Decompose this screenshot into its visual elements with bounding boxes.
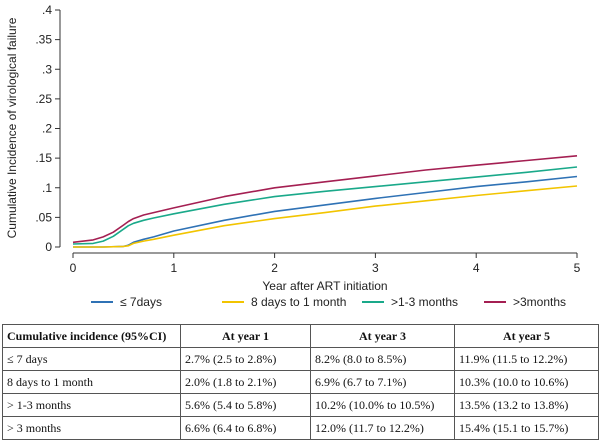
table-cell: 8.2% (8.0 to 8.5%) (310, 347, 455, 371)
legend-label: >1-3 months (391, 295, 458, 309)
table-cell: 2.0% (1.8 to 2.1%) (180, 370, 311, 394)
table-header: At year 3 (310, 324, 455, 348)
incidence-chart: 0 .05 .1 .15 .2 .25 .3 .35 .4 0 1 2 3 4 5 ≤ 7days 8 day… (5, 3, 581, 309)
table-cell: 2.7% (2.5 to 2.8%) (180, 347, 311, 371)
x-tick-label: 3 (372, 261, 379, 275)
series-line (73, 175, 578, 248)
table-cell: 13.5% (13.2 to 13.8%) (454, 393, 599, 417)
table-header-row: Cumulative incidence (95%CI) At year 1 A… (2, 324, 599, 348)
table-row: > 1-3 months 5.6% (5.4 to 5.8%) 10.2% (1… (2, 393, 599, 417)
x-tick-label: 1 (170, 261, 177, 275)
y-tick-label: .25 (35, 92, 52, 106)
x-tick-label: 5 (574, 261, 581, 275)
table-cell: 5.6% (5.4 to 5.8%) (180, 393, 311, 417)
legend-label: >3months (513, 295, 566, 309)
x-tick-label: 4 (473, 261, 480, 275)
y-tick-label: .05 (35, 210, 52, 224)
table-header: At year 5 (454, 324, 599, 348)
x-tick-label: 0 (70, 261, 77, 275)
table-cell: 8 days to 1 month (2, 370, 181, 394)
incidence-table: Cumulative incidence (95%CI) At year 1 A… (2, 324, 599, 440)
chart-series (72, 155, 578, 248)
series-line (73, 185, 578, 248)
y-tick-label: .2 (42, 122, 52, 136)
y-axis-title: Cumulative Incidence of virological fail… (5, 17, 19, 238)
table-cell: 6.6% (6.4 to 6.8%) (180, 416, 311, 440)
table-header: At year 1 (180, 324, 311, 348)
chart-axes: 0 .05 .1 .15 .2 .25 .3 .35 .4 0 1 2 3 4 5 (35, 3, 580, 275)
table-cell: ≤ 7 days (2, 347, 181, 371)
y-tick-label: .3 (42, 62, 52, 76)
series-line (72, 155, 578, 244)
x-tick-label: 2 (271, 261, 278, 275)
table-cell: 6.9% (6.7 to 7.1%) (310, 370, 455, 394)
chart-legend: ≤ 7days 8 days to 1 month >1-3 months >3mon… (91, 295, 566, 309)
y-tick-label: .4 (42, 3, 52, 17)
series-line (72, 166, 578, 245)
table-header: Cumulative incidence (95%CI) (2, 324, 181, 348)
table-cell: 10.2% (10.0% to 10.5%) (310, 393, 455, 417)
x-axis-title: Year after ART initiation (262, 279, 387, 293)
table-cell: > 3 months (2, 416, 181, 440)
legend-label: 8 days to 1 month (251, 295, 346, 309)
table-cell: 11.9% (11.5 to 12.2%) (454, 347, 599, 371)
table-cell: 15.4% (15.1 to 15.7%) (454, 416, 599, 440)
y-tick-label: .35 (35, 33, 52, 47)
table-cell: 12.0% (11.7 to 12.2%) (310, 416, 455, 440)
y-tick-label: .15 (35, 151, 52, 165)
y-tick-label: 0 (45, 240, 52, 254)
table-row: 8 days to 1 month 2.0% (1.8 to 2.1%) 6.9… (2, 370, 599, 394)
table-cell: 10.3% (10.0 to 10.6%) (454, 370, 599, 394)
y-tick-label: .1 (42, 181, 52, 195)
table-row: ≤ 7 days 2.7% (2.5 to 2.8%) 8.2% (8.0 to… (2, 347, 599, 371)
table-cell: > 1-3 months (2, 393, 181, 417)
legend-label: ≤ 7days (120, 295, 162, 309)
table-row: > 3 months 6.6% (6.4 to 6.8%) 12.0% (11.… (2, 416, 599, 440)
